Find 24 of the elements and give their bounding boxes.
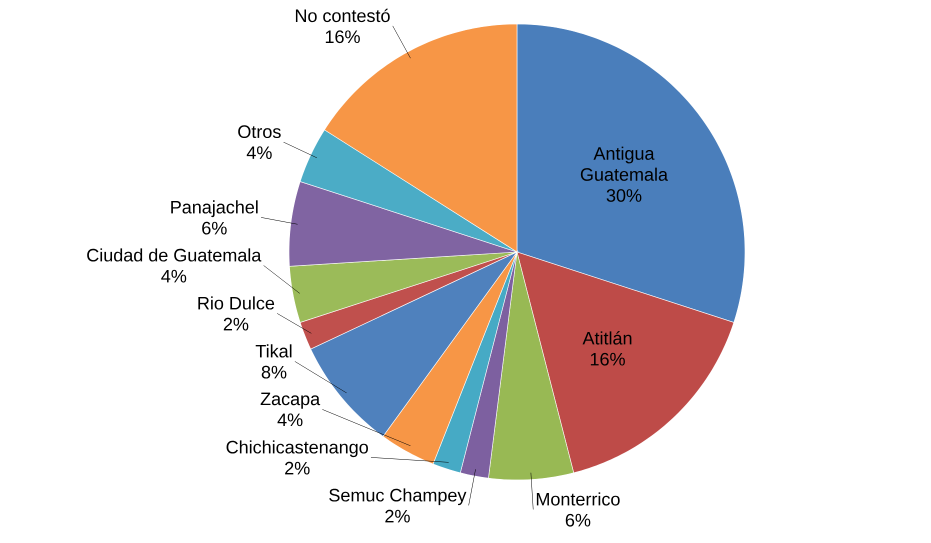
slice-label: Atitlán [582, 331, 632, 345]
data-label: 30% [606, 189, 642, 202]
slice-label: Chichicastenango [226, 440, 368, 458]
data-label: 8% [262, 366, 286, 379]
data-label: 2% [385, 510, 410, 522]
slice-label: Semuc Champey [329, 488, 466, 506]
data-label: 16% [590, 352, 625, 366]
slice-label: Monterrico [536, 492, 620, 506]
data-label: 2% [285, 462, 310, 474]
slice-label: Zacapa [260, 392, 320, 409]
data-label: 4% [161, 270, 186, 282]
data-label: 6% [202, 222, 227, 235]
data-label: 16% [326, 30, 360, 44]
slice-label: Rio Dulce [198, 296, 274, 310]
slice-label: Ciudad de Guatemala [87, 248, 262, 262]
slice-label: Tikal [256, 344, 292, 358]
data-label: 4% [246, 146, 272, 159]
data-label: 4% [278, 414, 302, 426]
slice-label: No contestó [296, 8, 390, 22]
slice-label: Otros [238, 125, 281, 138]
data-label: 6% [566, 514, 590, 527]
slice-label: Panajachel [171, 200, 258, 218]
slice-label: Antigua Guatemala [580, 146, 668, 181]
data-label: 2% [224, 318, 248, 330]
